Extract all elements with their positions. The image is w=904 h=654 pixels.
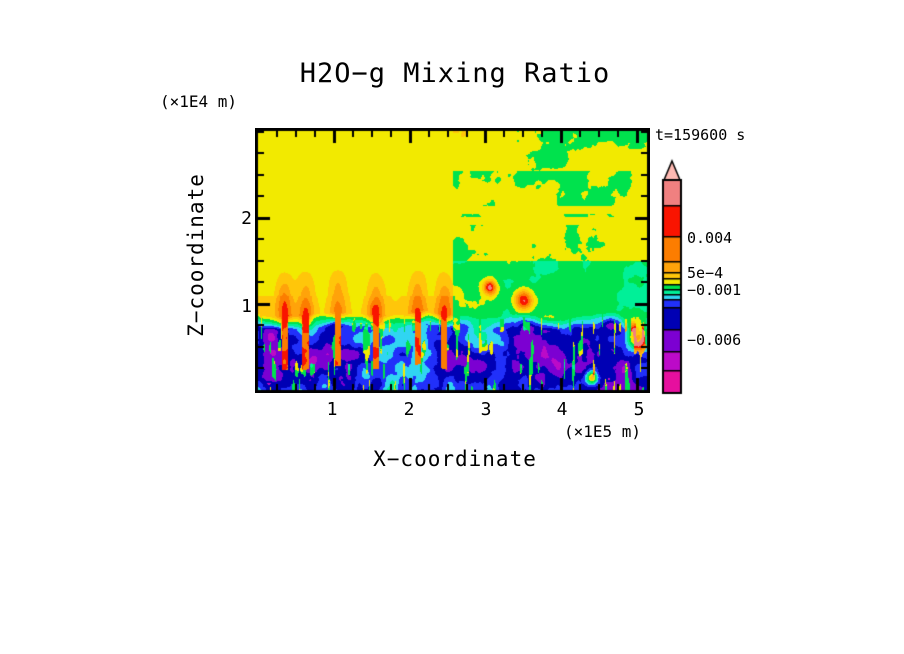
colorbar-level-label: 5e−4 [687, 264, 724, 282]
z-axis-unit-label: (×1E4 m) [160, 92, 238, 111]
x-tick-label: 1 [326, 399, 338, 420]
x-tick-label: 4 [556, 399, 568, 420]
x-tick-label: 3 [480, 399, 492, 420]
timestamp-label: t=159600 s [655, 126, 746, 144]
x-axis-unit-label: (×1E5 m) [564, 422, 642, 441]
x-axis-title: X−coordinate [373, 447, 537, 471]
colorbar-level-label: −0.006 [687, 331, 742, 349]
x-tick-label: 5 [633, 399, 645, 420]
z-tick-label: 1 [241, 296, 252, 317]
colorbar-level-label: 0.004 [687, 229, 733, 247]
contour-plot [255, 128, 650, 393]
colorbar [659, 158, 685, 398]
z-axis-title-text: Z−coordinate [184, 173, 208, 337]
chart-title: H2O−g Mixing Ratio [299, 58, 611, 89]
x-tick-label: 2 [403, 399, 415, 420]
z-tick-label: 2 [241, 208, 252, 229]
colorbar-level-label: −0.001 [687, 281, 742, 299]
